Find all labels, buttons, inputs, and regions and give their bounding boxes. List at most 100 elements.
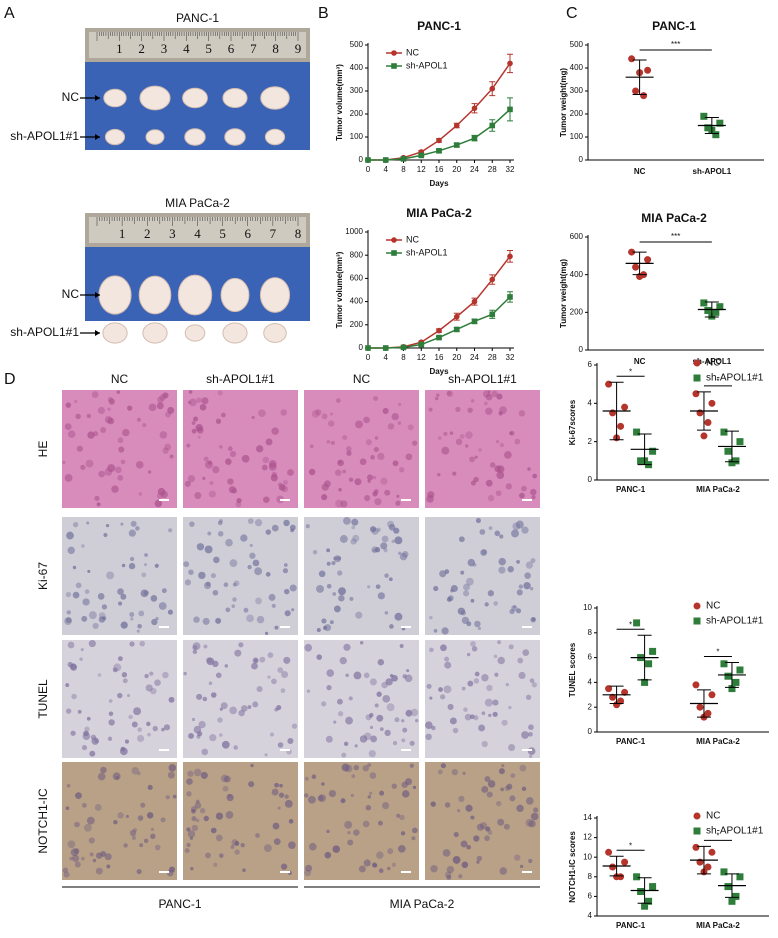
nucleus (81, 745, 88, 751)
nucleus (506, 783, 513, 790)
nucleus (496, 471, 505, 479)
point (613, 701, 621, 709)
nucleus (533, 807, 539, 813)
tumor (259, 277, 291, 313)
nucleus (188, 390, 193, 394)
nucleus (215, 834, 223, 842)
sd-bar (637, 877, 652, 904)
nucleus (459, 434, 465, 439)
nucleus (238, 642, 244, 648)
nucleus (117, 812, 124, 819)
y-tick-label: 300 (570, 86, 584, 95)
nucleus (376, 527, 381, 532)
nucleus (131, 835, 136, 840)
x-tick-label: PANC-1 (616, 737, 646, 746)
nucleus (92, 858, 97, 863)
nucleus (232, 582, 237, 587)
nucleus (137, 771, 141, 776)
nucleus (405, 453, 413, 461)
nucleus (67, 661, 73, 668)
nucleus (338, 595, 345, 602)
nucleus (88, 837, 95, 844)
nucleus (324, 480, 331, 488)
nucleus (351, 525, 356, 530)
nucleus (118, 446, 125, 453)
sd-bar (632, 251, 647, 276)
point (724, 672, 732, 680)
nucleus (318, 794, 327, 802)
nucleus (496, 393, 503, 400)
nucleus (376, 714, 384, 722)
nucleus (89, 750, 96, 757)
y-tick-label: 0 (579, 345, 584, 354)
nucleus (405, 778, 413, 786)
nucleus (65, 402, 72, 408)
nucleus (220, 774, 229, 783)
nucleus (256, 445, 264, 453)
nucleus (212, 465, 220, 474)
nucleus (291, 608, 295, 612)
nucleus (154, 499, 163, 508)
nucleus (215, 812, 224, 820)
nucleus (441, 627, 449, 635)
nucleus (202, 696, 208, 702)
x-tick-label: NC (634, 167, 646, 176)
nucleus (439, 570, 447, 578)
nucleus (500, 787, 504, 792)
y-tick-label: 0 (588, 727, 593, 736)
nucleus (94, 804, 102, 811)
nucleus (82, 598, 90, 606)
nucleus (65, 683, 70, 688)
nucleus (129, 556, 135, 562)
nucleus (125, 814, 129, 819)
nucleus (367, 585, 371, 589)
nucleus (72, 565, 77, 570)
nucleus (271, 678, 277, 685)
nucleus (461, 616, 470, 625)
nucleus (478, 724, 486, 732)
nucleus (202, 617, 210, 625)
nucleus (223, 582, 229, 588)
nucleus (117, 656, 123, 662)
nucleus (527, 467, 531, 471)
nucleus (196, 426, 204, 434)
nucleus (118, 601, 123, 606)
point (728, 897, 736, 905)
row-arrowhead (95, 95, 100, 101)
nucleus (321, 618, 327, 624)
nucleus (162, 447, 169, 454)
x-tick-label: 0 (366, 353, 371, 362)
nucleus (332, 592, 337, 596)
point (489, 85, 496, 92)
nucleus (195, 799, 200, 804)
point (693, 617, 701, 625)
nucleus (372, 475, 377, 480)
y-axis-label: Tumor weight(mg) (559, 68, 568, 138)
nucleus (498, 566, 506, 574)
nucleus (467, 680, 474, 687)
nucleus (463, 590, 470, 597)
nucleus (76, 445, 83, 452)
nucleus (247, 705, 252, 710)
nucleus (137, 815, 144, 821)
nucleus (280, 688, 286, 694)
point (507, 294, 513, 300)
significance-label: *** (671, 40, 680, 49)
point (613, 873, 621, 881)
nucleus (465, 444, 469, 448)
y-tick-label: 0 (359, 155, 364, 164)
nucleus (402, 674, 407, 679)
point (724, 883, 732, 891)
nucleus (234, 849, 240, 855)
nucleus (246, 614, 254, 623)
nucleus (399, 644, 404, 648)
ruler-number: 1 (116, 41, 123, 56)
nucleus (269, 732, 275, 737)
nucleus (384, 573, 389, 578)
nucleus (374, 436, 379, 440)
nucleus (363, 416, 370, 424)
point (621, 688, 629, 696)
x-axis-label: Days (429, 367, 449, 376)
sd-bar (632, 59, 647, 95)
y-tick-label: 2 (588, 437, 593, 446)
